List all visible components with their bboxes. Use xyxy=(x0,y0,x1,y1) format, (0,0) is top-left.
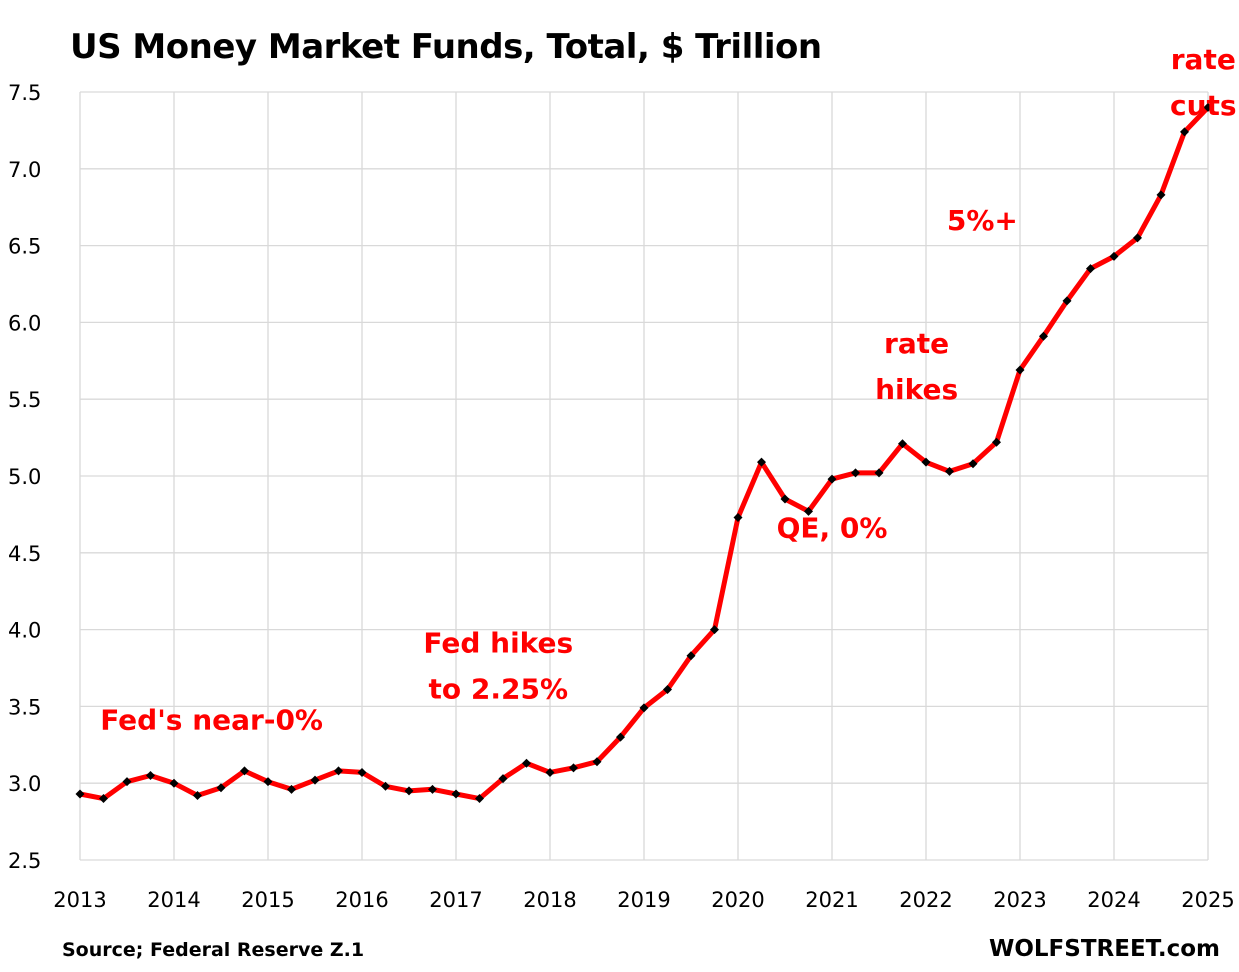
x-tick-label: 2018 xyxy=(523,888,576,912)
data-point-marker xyxy=(804,506,813,516)
chart-title: US Money Market Funds, Total, $ Trillion xyxy=(70,27,822,67)
data-point-marker xyxy=(169,778,179,788)
data-point-marker xyxy=(592,757,602,767)
data-point-marker xyxy=(1039,331,1048,341)
data-point-marker xyxy=(287,784,296,794)
annotation-label: 5%+ xyxy=(947,204,1018,237)
y-tick-label: 4.5 xyxy=(8,542,41,566)
data-point-marker xyxy=(99,794,108,804)
data-point-marker xyxy=(404,786,414,796)
data-point-marker xyxy=(1062,296,1072,306)
y-tick-label: 7.0 xyxy=(8,158,41,182)
gridlines xyxy=(79,91,1209,861)
x-tick-label: 2016 xyxy=(335,888,388,912)
y-tick-label: 5.0 xyxy=(8,465,41,489)
y-tick-label: 3.0 xyxy=(8,772,41,796)
data-point-marker xyxy=(334,766,343,776)
data-point-marker xyxy=(686,651,696,661)
data-point-marker xyxy=(1015,365,1025,375)
data-point-marker xyxy=(733,512,743,522)
data-point-marker xyxy=(827,474,837,484)
annotation-label: rate cuts xyxy=(1170,43,1237,122)
y-axis-ticks: 2.5 3.0 3.5 4.0 4.5 5.0 5.5 6.0 6.5 7.0 7.5 xyxy=(8,81,41,873)
data-point-marker xyxy=(898,439,907,449)
data-point-marker xyxy=(522,758,531,768)
data-point-marker xyxy=(146,771,155,781)
source-note: Source; Federal Reserve Z.1 xyxy=(62,939,364,961)
y-tick-label: 6.0 xyxy=(8,311,41,335)
annotation-label: Fed's near-0% xyxy=(100,703,323,736)
data-point-marker xyxy=(851,468,860,478)
data-point-marker xyxy=(381,781,390,791)
data-point-marker xyxy=(616,732,625,742)
x-tick-label: 2013 xyxy=(53,888,106,912)
data-point-marker xyxy=(428,784,437,794)
data-point-marker xyxy=(663,685,672,695)
data-point-marker xyxy=(498,774,508,784)
x-tick-label: 2025 xyxy=(1181,888,1234,912)
x-tick-label: 2024 xyxy=(1087,888,1140,912)
data-point-marker xyxy=(992,437,1001,447)
y-tick-label: 4.0 xyxy=(8,619,41,643)
data-point-marker xyxy=(921,457,931,467)
data-point-marker xyxy=(874,468,884,478)
data-point-marker xyxy=(1156,190,1166,200)
data-point-marker xyxy=(1109,251,1119,261)
data-point-marker xyxy=(1203,102,1213,112)
annotation-label: QE, 0% xyxy=(777,511,888,544)
data-point-marker xyxy=(193,790,202,800)
data-point-marker xyxy=(945,466,954,476)
data-point-marker xyxy=(216,783,226,793)
data-point-marker xyxy=(451,789,461,799)
x-tick-label: 2015 xyxy=(241,888,294,912)
x-axis-ticks: 2013 2014 2015 2016 2017 2018 2019 2020 2021 2022… xyxy=(53,888,1234,912)
data-point-marker xyxy=(75,789,85,799)
annotation-label: Fed hikes to 2.25% xyxy=(423,627,573,706)
data-point-marker xyxy=(263,777,273,787)
data-point-marker xyxy=(1133,233,1142,243)
y-tick-label: 3.5 xyxy=(8,695,41,719)
data-point-marker xyxy=(780,494,790,504)
y-tick-label: 5.5 xyxy=(8,388,41,412)
data-point-marker xyxy=(1180,127,1189,137)
data-point-marker xyxy=(240,766,249,776)
data-point-marker xyxy=(757,457,766,467)
x-tick-label: 2021 xyxy=(805,888,858,912)
series-layer xyxy=(75,102,1213,804)
data-point-marker xyxy=(122,777,132,787)
data-point-marker xyxy=(475,794,484,804)
data-point-marker xyxy=(1086,264,1095,274)
x-tick-label: 2023 xyxy=(993,888,1046,912)
y-tick-label: 7.5 xyxy=(8,81,41,105)
annotation-label: rate hikes xyxy=(875,327,958,406)
x-tick-label: 2019 xyxy=(617,888,670,912)
data-point-marker xyxy=(569,763,578,773)
x-tick-label: 2014 xyxy=(147,888,200,912)
brand-watermark: WOLFSTREET.com xyxy=(989,936,1220,962)
x-tick-label: 2020 xyxy=(711,888,764,912)
data-point-marker xyxy=(968,459,978,469)
data-point-marker xyxy=(710,625,719,635)
data-point-marker xyxy=(310,775,320,785)
y-tick-label: 6.5 xyxy=(8,235,41,259)
data-point-marker xyxy=(545,767,555,777)
x-tick-label: 2022 xyxy=(899,888,952,912)
data-point-marker xyxy=(357,767,367,777)
annotation-layer: Fed's near-0% Fed hikes to 2.25% QE, 0% rate… xyxy=(100,43,1236,736)
x-tick-label: 2017 xyxy=(429,888,482,912)
data-point-marker xyxy=(639,703,649,713)
y-tick-label: 2.5 xyxy=(8,849,41,873)
